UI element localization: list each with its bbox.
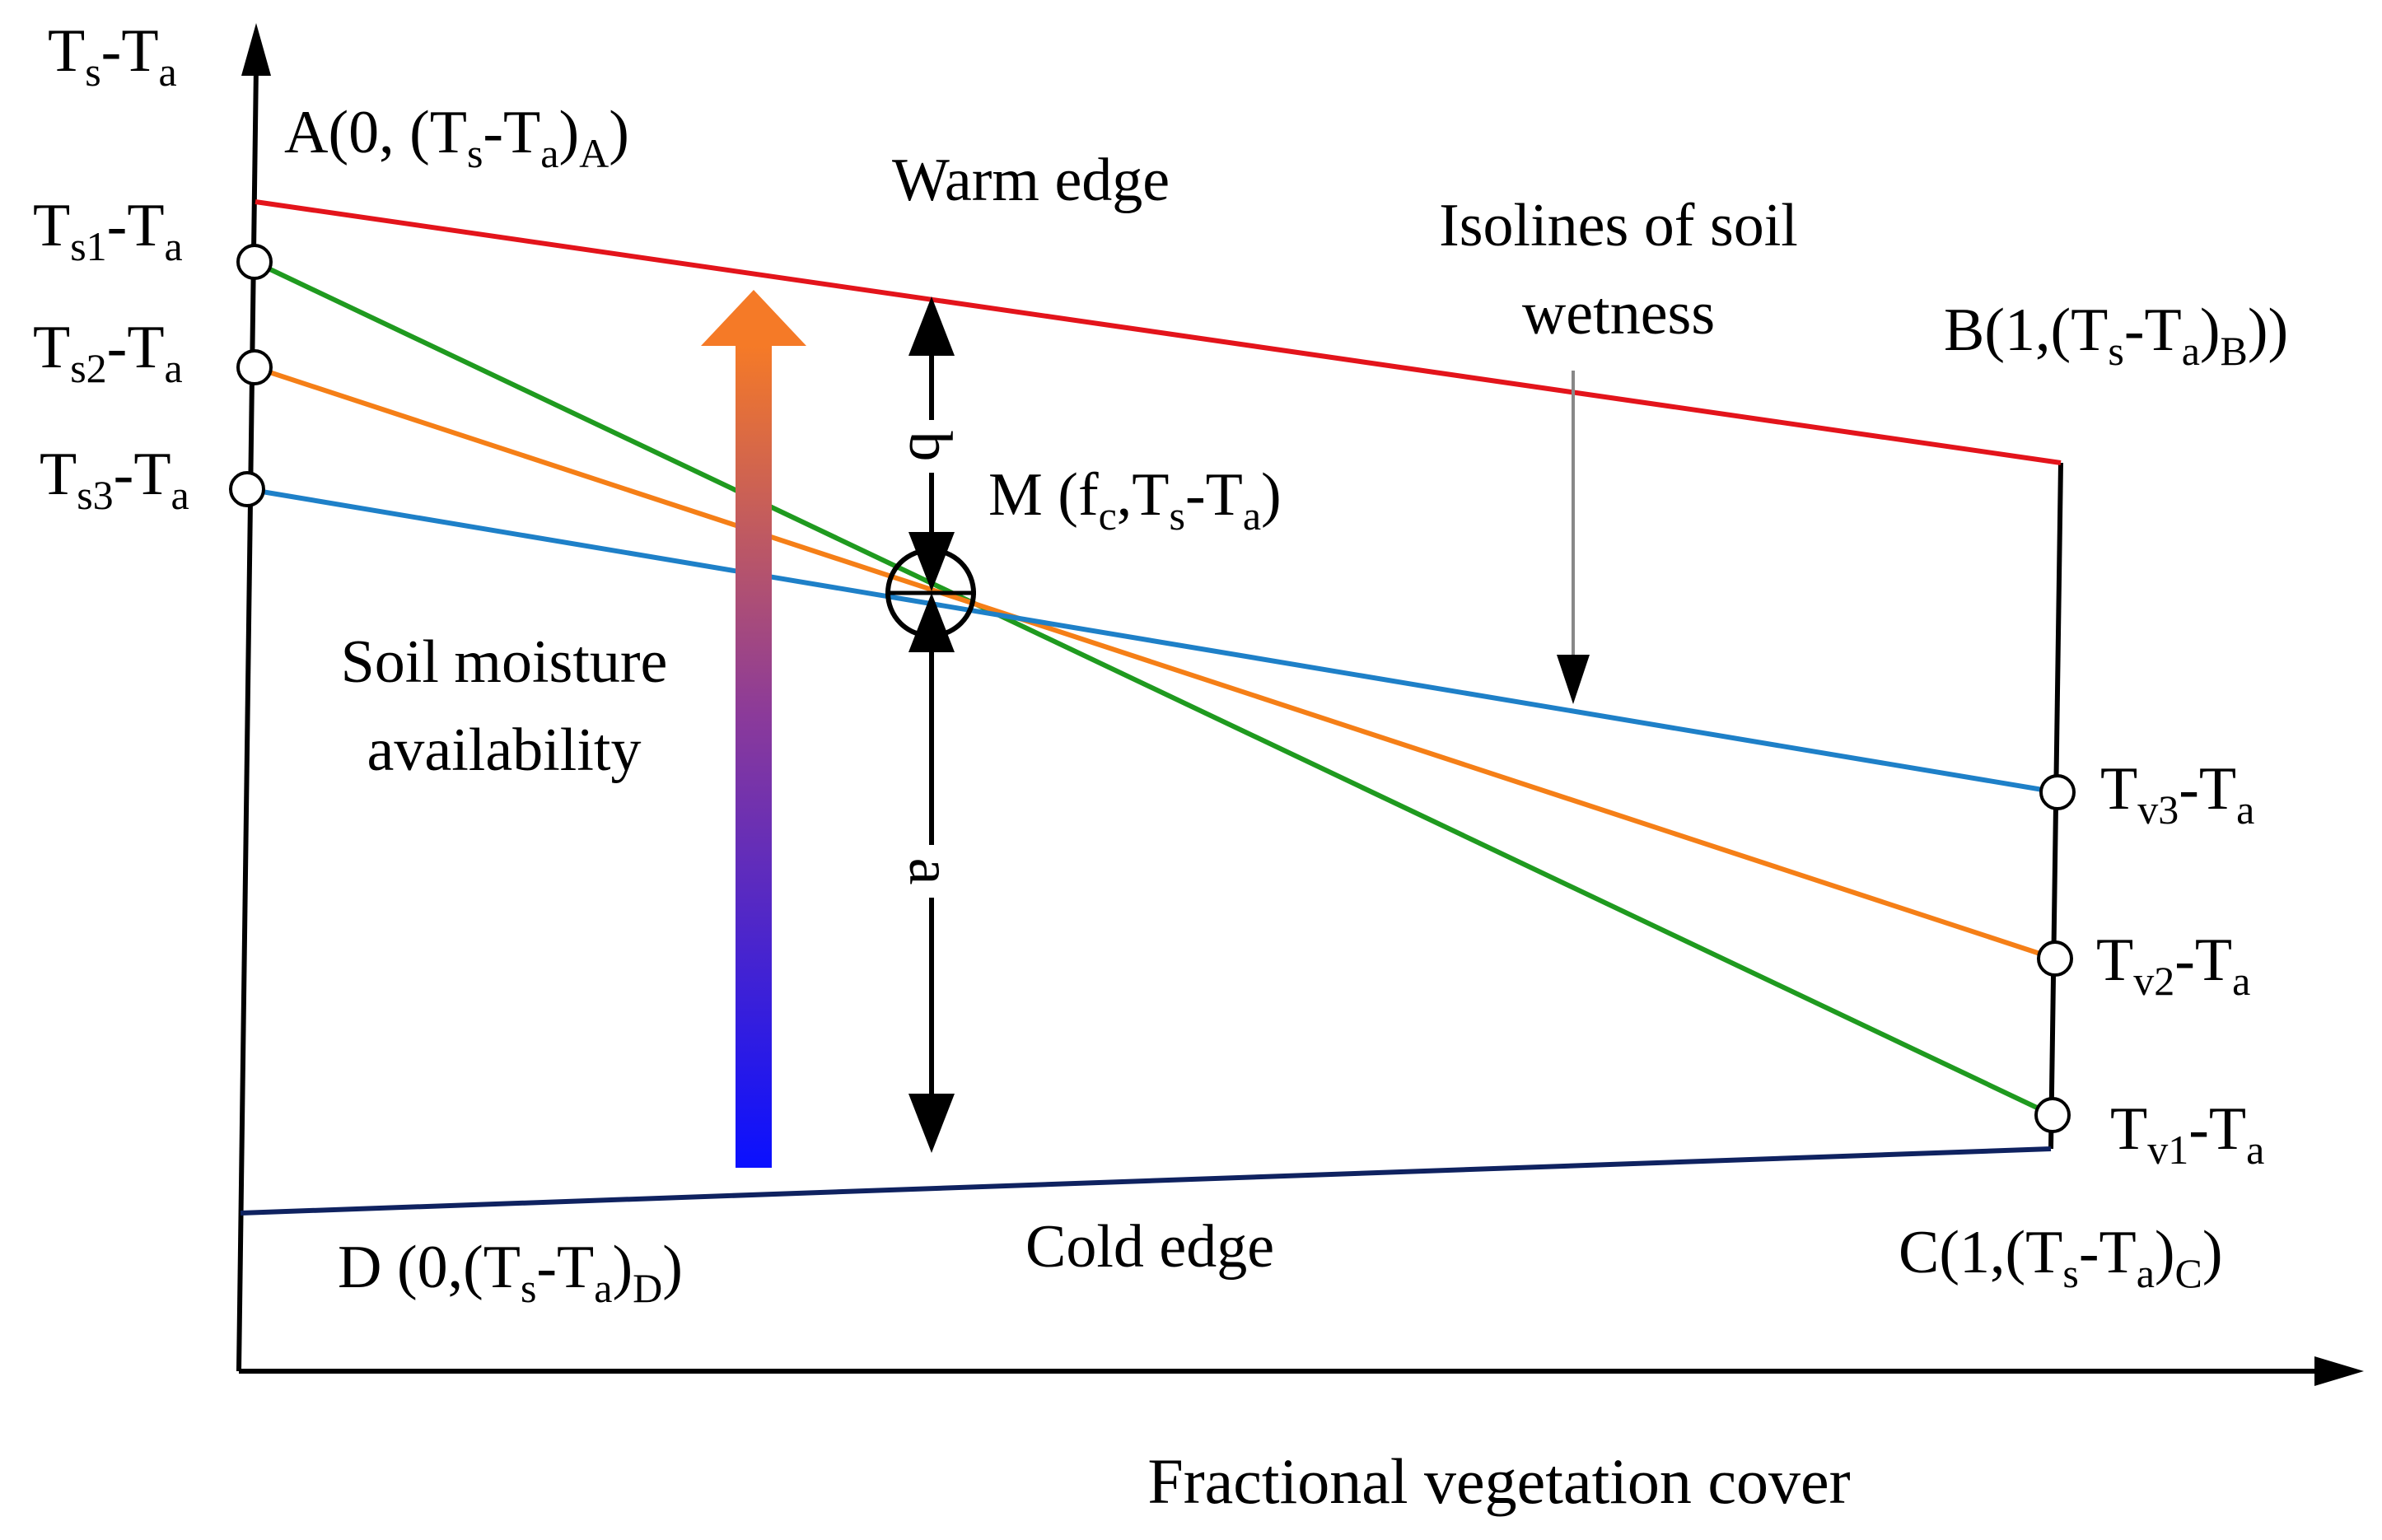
endpoint-tv1 xyxy=(2034,1097,2071,1133)
y-axis-arrowhead-icon xyxy=(241,23,271,76)
isolines-note-line1: Isolines of soil xyxy=(1439,192,1798,259)
left-label-ts2: Ts2-Ta xyxy=(33,314,183,391)
corner-c-label: C(1,(Ts-Ta)C) xyxy=(1899,1219,2223,1296)
y-axis xyxy=(236,65,259,1372)
distance-b-label: b xyxy=(896,432,964,462)
distance-arrowheads xyxy=(908,296,955,1153)
cold-edge-line xyxy=(240,1146,2052,1216)
isoline-3 xyxy=(246,487,2058,795)
point-m-marker xyxy=(885,548,976,638)
a-label-bg xyxy=(911,845,952,898)
corner-a-label: A(0, (Ts-Ta)A) xyxy=(284,99,629,176)
corner-d-label: D (0,(Ts-Ta)D) xyxy=(338,1234,683,1311)
point-m-label: M (fc,Ts-Ta) xyxy=(988,461,1282,539)
x-axis-arrowhead-icon xyxy=(2314,1356,2364,1386)
endpoint-tv2 xyxy=(2037,940,2073,977)
endpoint-ts1 xyxy=(236,244,273,280)
b-label-bg xyxy=(911,420,952,473)
soil-moisture-label-line2: availability xyxy=(367,716,642,784)
soil-moisture-arrow xyxy=(701,290,806,1168)
b-arrow-bottom-icon xyxy=(908,532,955,591)
right-label-tv2: Tv2-Ta xyxy=(2096,926,2250,1004)
right-label-tv1: Tv1-Ta xyxy=(2110,1095,2264,1173)
isolines-pointer xyxy=(1557,371,1590,704)
moisture-arrow-shaft xyxy=(736,346,772,1168)
endpoint-tv3 xyxy=(2039,774,2076,810)
isolines-pointer-arrowhead-icon xyxy=(1557,655,1590,704)
cold-edge-label: Cold edge xyxy=(1025,1213,1274,1281)
isolines-note-line2: wetness xyxy=(1522,280,1715,348)
endpoint-ts2 xyxy=(236,349,273,385)
x-axis-title: Fractional vegetation cover xyxy=(1147,1445,1850,1517)
moisture-arrow-head-icon xyxy=(701,290,806,346)
distance-a-label: a xyxy=(896,858,964,885)
left-label-ts3: Ts3-Ta xyxy=(40,441,189,518)
y-axis-title: Ts-Ta xyxy=(48,17,177,95)
a-arrow-bottom-icon xyxy=(908,1094,955,1153)
isoline-2 xyxy=(254,365,2056,961)
right-label-tv3: Tv3-Ta xyxy=(2100,755,2254,833)
isoline-endpoints xyxy=(229,244,2076,1133)
axes xyxy=(236,23,2364,1386)
corner-b-label: B(1,(Ts-Ta)B)) xyxy=(1944,296,2288,374)
left-label-ts1: Ts1-Ta xyxy=(33,192,183,269)
warm-edge-label: Warm edge xyxy=(892,147,1170,214)
soil-moisture-label-line1: Soil moisture xyxy=(341,628,668,696)
a-arrow-top-icon xyxy=(908,593,955,652)
endpoint-ts3 xyxy=(229,471,265,507)
b-arrow-top-icon xyxy=(908,296,955,356)
warm-edge-line xyxy=(255,199,2062,465)
isoline-1 xyxy=(253,259,2054,1118)
